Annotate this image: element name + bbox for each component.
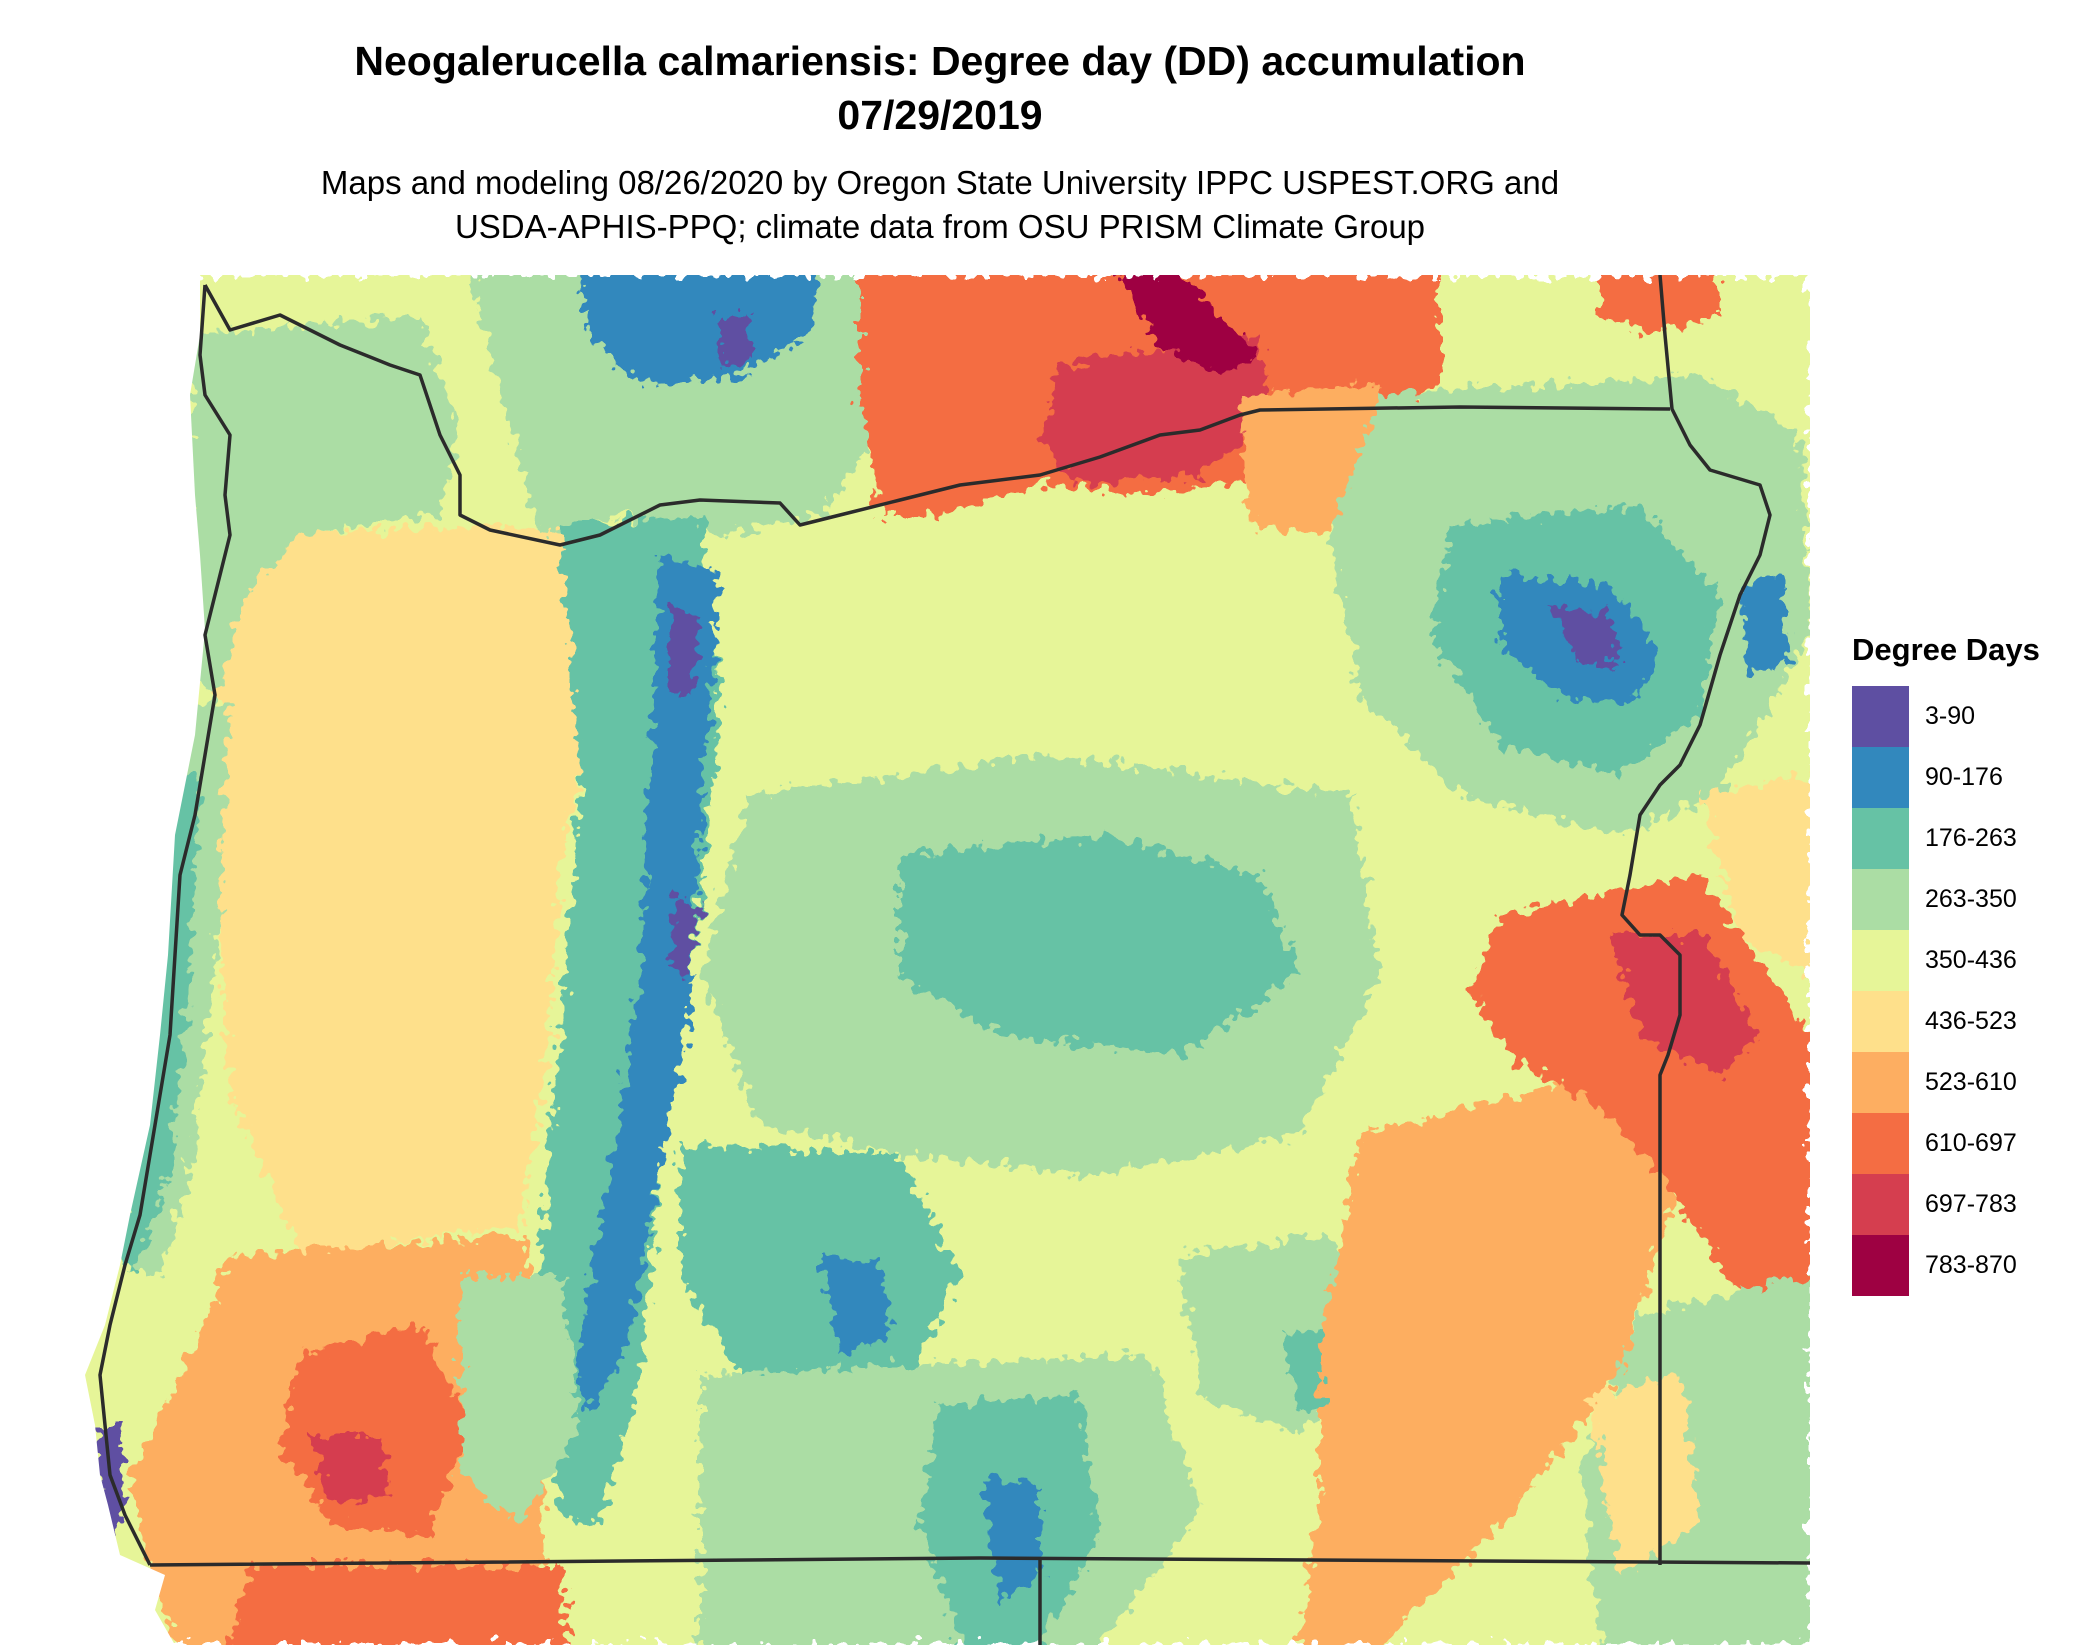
legend-label-3-90: 3-90 <box>1925 702 1976 730</box>
zone-3-90-cascades <box>670 605 700 695</box>
legend-swatch-176-263 <box>1852 808 1909 869</box>
legend-label-697-783: 697-783 <box>1925 1190 2017 1218</box>
zone-263-350-siskiyou <box>460 1275 580 1525</box>
legend-swatch-610-697 <box>1852 1113 1909 1174</box>
zone-176-263-south-central <box>680 1145 960 1405</box>
zone-783-870-columbia <box>1120 275 1260 375</box>
zone-697-783-columbia <box>1040 335 1270 485</box>
zone-176-263-central <box>900 835 1300 1055</box>
zone-697-783-southwest <box>310 1435 390 1505</box>
legend-swatch-3-90 <box>1852 686 1909 747</box>
legend-swatch-350-436 <box>1852 930 1909 991</box>
legend-swatch-263-350 <box>1852 869 1909 930</box>
zone-90-176-south <box>980 1475 1040 1605</box>
legend-swatch-697-783 <box>1852 1174 1909 1235</box>
zone-90-176-south-central <box>820 1255 890 1355</box>
coastline <box>98 284 232 1566</box>
legend-swatch-90-176 <box>1852 747 1909 808</box>
zone-3-90-coast <box>95 1425 125 1555</box>
map-subtitle-line1: Maps and modeling 08/26/2020 by Oregon S… <box>320 164 1560 201</box>
zone-3-90-north <box>720 315 750 365</box>
zone-523-610-southeast <box>1300 1075 1680 1645</box>
legend-label-523-610: 523-610 <box>1925 1068 2017 1096</box>
zone-3-90-cascades-mid <box>670 895 700 975</box>
columbia-river-boundary <box>203 284 1671 547</box>
legend-label-783-870: 783-870 <box>1925 1251 2017 1279</box>
map-title: Neogalerucella calmariensis: Degree day … <box>354 38 1526 84</box>
legend-label-176-263: 176-263 <box>1925 824 2017 852</box>
legend-label-350-436: 350-436 <box>1925 946 2017 974</box>
legend-swatch-783-870 <box>1852 1235 1909 1296</box>
zone-263-350-coast <box>190 315 460 695</box>
legend-label-263-350: 263-350 <box>1925 885 2017 913</box>
zone-610-697-south-border <box>230 1565 570 1645</box>
boundary-lines <box>98 275 1810 1645</box>
map-date: 07/29/2019 <box>837 92 1043 138</box>
zone-436-523-west <box>210 525 600 1255</box>
legend-label-436-523: 436-523 <box>1925 1007 2017 1035</box>
degree-day-map <box>85 275 1810 1645</box>
legend-swatch-523-610 <box>1852 1052 1909 1113</box>
legend-swatch-436-523 <box>1852 991 1909 1052</box>
zone-697-783-southeast <box>1610 935 1760 1075</box>
california-border <box>149 1556 1810 1567</box>
zone-436-523-southeast-corner <box>1590 1375 1700 1575</box>
degree-day-raster <box>85 275 1810 1645</box>
snake-river-boundary <box>1620 275 1772 1565</box>
legend-label-90-176: 90-176 <box>1925 763 2003 791</box>
zone-90-176-wallowa <box>1740 575 1790 675</box>
legend-label-610-697: 610-697 <box>1925 1129 2017 1157</box>
zone-90-176-north <box>580 275 820 385</box>
map-subtitle-line2: USDA-APHIS-PPQ; climate data from OSU PR… <box>454 208 1426 245</box>
zone-610-697-northeast <box>1600 275 1720 335</box>
zone-3-90-bluemtns <box>1550 605 1620 665</box>
zone-90-176-cascades <box>575 555 720 1415</box>
zone-436-523-east-edge <box>1700 775 1810 975</box>
legend-title: Degree Days <box>1852 632 2040 667</box>
